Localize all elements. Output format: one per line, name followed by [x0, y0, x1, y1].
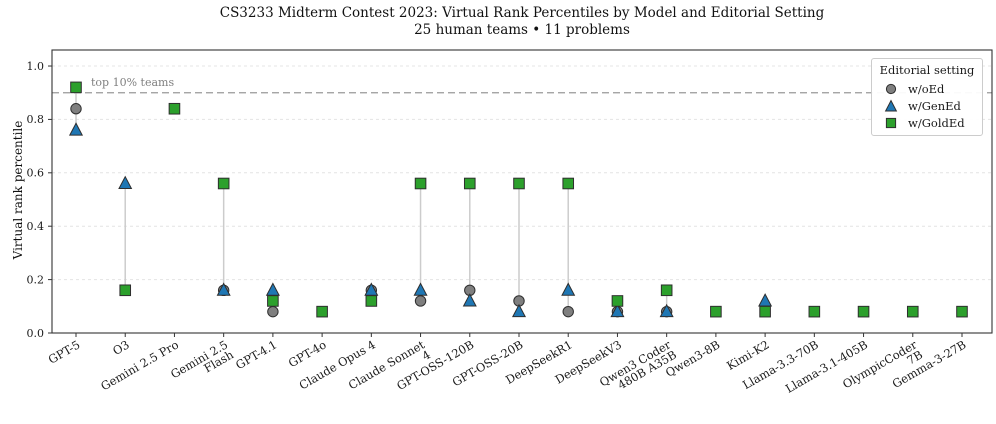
legend-title: Editorial setting	[879, 63, 975, 77]
marker-w/oEd	[70, 103, 82, 115]
legend-item-circle: w/oEd	[872, 80, 982, 97]
marker-w/GoldEd	[808, 305, 821, 318]
triangle-marker-shape	[884, 99, 898, 111]
marker-w/GenEd	[511, 303, 527, 318]
marker-w/GenEd	[265, 282, 280, 296]
marker-w/GoldEd	[710, 305, 722, 318]
marker-w/GoldEd	[906, 305, 919, 318]
marker-w/GenEd	[118, 175, 133, 189]
chart-subtitle: 25 human teams • 11 problems	[414, 22, 630, 38]
marker-w/GoldEd	[217, 177, 230, 190]
marker-w/GoldEd	[70, 81, 82, 94]
marker-w/GoldEd	[562, 177, 575, 190]
legend-item-square: w/GoldEd	[872, 114, 982, 131]
marker-w/GoldEd	[414, 177, 427, 190]
marker-w/GenEd	[758, 293, 773, 307]
marker-w/GoldEd	[168, 102, 181, 115]
y-tick-label: 0.4	[27, 220, 45, 233]
marker-w/GoldEd	[316, 305, 328, 318]
x-tick-label: Llama-3.1-405B	[783, 337, 870, 395]
marker-w/GenEd	[216, 282, 231, 296]
y-tick-label: 0.2	[27, 273, 45, 286]
square-marker-icon	[885, 117, 897, 128]
marker-w/GoldEd	[513, 177, 525, 190]
legend-item-triangle: w/GenEd	[872, 97, 982, 114]
marker-w/GoldEd	[660, 284, 673, 297]
marker-w/GoldEd	[463, 177, 476, 190]
marker-w/oEd	[267, 305, 279, 318]
marker-w/oEd	[562, 305, 574, 318]
marker-w/GoldEd	[611, 295, 624, 307]
y-tick-label: 0.0	[27, 327, 45, 340]
legend-item-label: w/oEd	[908, 81, 945, 96]
marker-w/GenEd	[659, 303, 674, 318]
legend-item-label: w/GoldEd	[908, 115, 965, 130]
x-tick-label: O3	[110, 337, 132, 357]
chart-title: CS3233 Midterm Contest 2023: Virtual Ran…	[219, 5, 825, 21]
marker-w/GenEd	[413, 282, 428, 296]
top10-annotation-text: top 10% teams	[91, 76, 175, 89]
y-tick-label: 0.8	[27, 113, 45, 126]
marker-w/GoldEd	[267, 295, 279, 307]
marker-w/GenEd	[561, 282, 576, 296]
marker-w/GoldEd	[857, 305, 870, 318]
marker-w/GenEd	[68, 122, 84, 136]
x-tick-label: GPT-4.1	[233, 337, 279, 372]
legend-item-label: w/GenEd	[908, 98, 961, 113]
marker-w/GoldEd	[759, 305, 771, 318]
marker-w/oEd	[414, 295, 427, 307]
marker-w/GenEd	[610, 303, 625, 318]
marker-w/GoldEd	[956, 305, 968, 318]
marker-w/GoldEd	[119, 284, 132, 297]
square-marker-shape	[885, 117, 897, 128]
marker-w/GenEd	[462, 293, 477, 307]
marker-w/GoldEd	[365, 295, 378, 307]
y-tick-label: 1.0	[27, 60, 45, 73]
legend: Editorial setting w/oEd w/GenEd w/GoldEd	[871, 58, 983, 136]
title-block: CS3233 Midterm Contest 2023: Virtual Ran…	[52, 5, 992, 39]
plot-border	[51, 49, 993, 334]
x-tick-label: GPT-5	[46, 337, 83, 366]
circle-marker-icon	[885, 83, 897, 94]
circle-marker-shape	[885, 83, 897, 94]
y-tick-label: 0.6	[27, 167, 45, 180]
triangle-marker-icon	[884, 99, 898, 111]
